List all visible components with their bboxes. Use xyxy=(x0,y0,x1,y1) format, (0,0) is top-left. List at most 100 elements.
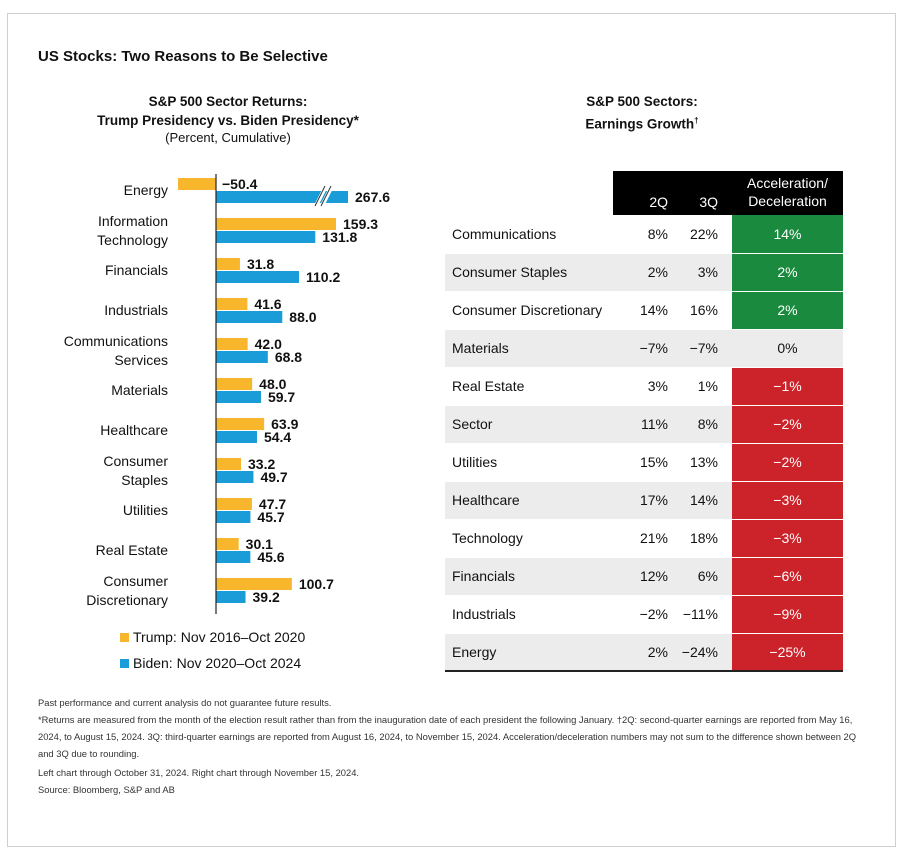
table-row: Financials 12% 6% −6% xyxy=(445,557,843,596)
q2-cell: 2% xyxy=(613,253,671,292)
q2-cell: 3% xyxy=(613,367,671,406)
data-label-biden: 59.7 xyxy=(268,389,295,405)
bar-biden xyxy=(216,351,268,363)
data-label-biden: 131.8 xyxy=(322,229,357,245)
q2-cell: 2% xyxy=(613,633,671,672)
data-label-biden: 88.0 xyxy=(289,309,316,325)
footnote-note: *Returns are measured from the month of … xyxy=(38,714,857,759)
bar-trump xyxy=(216,298,248,310)
legend-label-biden: Biden: Nov 2020–Oct 2024 xyxy=(133,655,302,671)
dagger-mark: † xyxy=(694,116,699,125)
category-label: Energy xyxy=(124,182,168,198)
data-label-trump: 100.7 xyxy=(299,576,334,592)
q3-cell: 1% xyxy=(671,367,732,406)
bar-trump xyxy=(216,378,253,390)
q2-cell: 8% xyxy=(613,215,671,254)
acceleration-cell: −3% xyxy=(732,481,843,520)
data-label-trump: 33.2 xyxy=(248,456,275,472)
q3-cell: 13% xyxy=(671,443,732,482)
acceleration-cell: 2% xyxy=(732,253,843,292)
legend-swatch-trump xyxy=(120,633,129,642)
data-label-trump: 159.3 xyxy=(343,216,378,232)
sector-cell: Utilities xyxy=(445,443,613,482)
bar-biden xyxy=(216,391,261,403)
table-row: Utilities 15% 13% −2% xyxy=(445,443,843,482)
category-label: Communications Services xyxy=(64,333,168,368)
figure-title: US Stocks: Two Reasons to Be Selective xyxy=(38,48,328,65)
q2-cell: 14% xyxy=(613,291,671,330)
right-chart-title-line2-wrap: Earnings Growth† xyxy=(542,111,742,134)
bar-trump xyxy=(216,418,265,430)
bar-trump xyxy=(216,498,252,510)
right-chart-title-line2: Earnings Growth xyxy=(585,116,695,132)
footnote-through: Left chart through October 31, 2024. Rig… xyxy=(38,767,360,778)
q3-cell: −24% xyxy=(671,633,732,672)
legend-item-biden: Biden: Nov 2020–Oct 2024 xyxy=(120,655,301,671)
bar-biden xyxy=(216,471,254,483)
q3-cell: 16% xyxy=(671,291,732,330)
header-blank xyxy=(445,171,613,215)
q2-cell: −2% xyxy=(613,595,671,634)
q3-cell: −11% xyxy=(671,595,732,634)
category-label: Healthcare xyxy=(100,422,168,438)
category-label: Financials xyxy=(105,262,168,278)
header-acceleration-line1: Acceleration/ xyxy=(747,175,828,191)
data-label-biden: 45.7 xyxy=(257,509,284,525)
legend-label-trump: Trump: Nov 2016–Oct 2020 xyxy=(133,629,306,645)
q2-cell: −7% xyxy=(613,329,671,368)
q3-cell: −7% xyxy=(671,329,732,368)
bar-biden xyxy=(216,271,300,283)
bar-trump xyxy=(216,218,336,230)
bar-biden xyxy=(216,511,251,523)
data-label-biden: 267.6 xyxy=(355,189,390,205)
sector-returns-bar-chart: Energy −50.4 267.6 Information Technology 159… xyxy=(64,174,390,614)
bar-biden xyxy=(216,191,348,203)
axis-break-mark xyxy=(321,187,333,205)
left-chart-title-line1: S&P 500 Sector Returns: xyxy=(148,94,308,109)
data-label-trump: 31.8 xyxy=(247,256,274,272)
acceleration-cell: −6% xyxy=(732,557,843,596)
acceleration-cell: 2% xyxy=(732,291,843,330)
bar-trump xyxy=(216,258,240,270)
left-chart-title-line2: Trump Presidency vs. Biden Presidency* xyxy=(97,113,359,128)
bar-biden xyxy=(216,431,257,443)
legend-swatch-biden xyxy=(120,659,129,668)
sector-cell: Healthcare xyxy=(445,481,613,520)
bar-biden xyxy=(216,311,283,323)
q2-cell: 17% xyxy=(613,481,671,520)
sector-cell: Communications xyxy=(445,215,613,254)
sector-cell: Technology xyxy=(445,519,613,558)
acceleration-cell: −1% xyxy=(732,367,843,406)
q3-cell: 14% xyxy=(671,481,732,520)
axis-break-mark xyxy=(315,187,327,205)
table-header-row: 2Q 3Q Acceleration/ Deceleration xyxy=(445,171,843,215)
sector-cell: Sector xyxy=(445,405,613,444)
q2-cell: 12% xyxy=(613,557,671,596)
sector-cell: Materials xyxy=(445,329,613,368)
sector-cell: Real Estate xyxy=(445,367,613,406)
data-label-trump: 63.9 xyxy=(271,416,298,432)
bar-trump xyxy=(216,338,248,350)
left-chart-subtitle: (Percent, Cumulative) xyxy=(165,130,291,145)
category-label: Information Technology xyxy=(97,213,168,248)
q2-cell: 21% xyxy=(613,519,671,558)
legend-item-trump: Trump: Nov 2016–Oct 2020 xyxy=(120,629,305,645)
footnote-disclaimer: Past performance and current analysis do… xyxy=(38,697,332,708)
table-row: Sector 11% 8% −2% xyxy=(445,405,843,444)
table-row: Materials −7% −7% 0% xyxy=(445,329,843,368)
acceleration-cell: −3% xyxy=(732,519,843,558)
sector-cell: Energy xyxy=(445,633,613,672)
table-row: Real Estate 3% 1% −1% xyxy=(445,367,843,406)
bar-biden xyxy=(216,551,251,563)
right-chart-title-line1: S&P 500 Sectors: xyxy=(586,94,698,109)
category-label: Materials xyxy=(111,382,168,398)
header-acceleration: Acceleration/ Deceleration xyxy=(732,171,843,215)
q3-cell: 6% xyxy=(671,557,732,596)
acceleration-cell: −2% xyxy=(732,443,843,482)
category-label: Real Estate xyxy=(96,542,169,558)
data-label-biden: 49.7 xyxy=(260,469,287,485)
q2-cell: 15% xyxy=(613,443,671,482)
header-3q: 3Q xyxy=(671,171,732,215)
data-label-trump: −50.4 xyxy=(222,176,258,192)
bar-trump xyxy=(216,458,242,470)
